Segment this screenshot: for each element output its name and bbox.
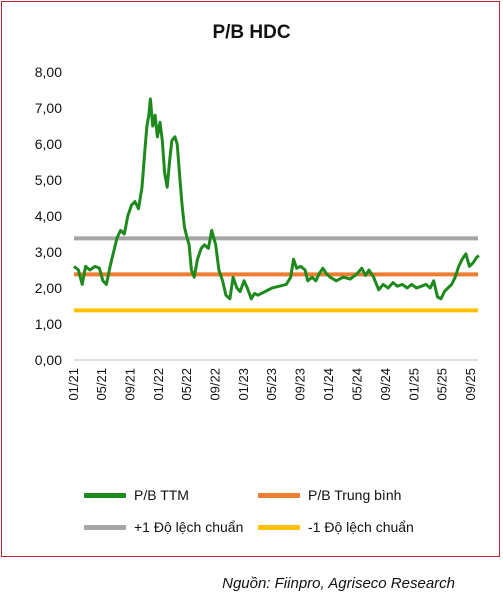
x-tick-label: 09/22 bbox=[208, 368, 223, 401]
y-tick-label: 0,00 bbox=[35, 352, 62, 368]
y-tick-label: 2,00 bbox=[35, 280, 62, 296]
y-tick-label: 6,00 bbox=[35, 136, 62, 152]
legend-label-pb-mean: P/B Trung bình bbox=[308, 487, 402, 503]
x-tick-label: 05/24 bbox=[349, 368, 364, 401]
x-tick-label: 01/23 bbox=[236, 368, 251, 401]
legend-label-minus-1sd: -1 Độ lệch chuẩn bbox=[308, 519, 414, 535]
x-tick-label: 05/25 bbox=[434, 368, 449, 401]
x-tick-label: 01/24 bbox=[321, 368, 336, 401]
legend-item-pb-mean: P/B Trung bình bbox=[258, 487, 401, 503]
x-tick-label: 05/23 bbox=[264, 368, 279, 401]
x-tick-label: 09/23 bbox=[293, 368, 308, 401]
legend-item-pb-ttm: P/B TTM bbox=[84, 487, 189, 503]
y-tick-label: 5,00 bbox=[35, 172, 62, 188]
x-tick-label: 01/22 bbox=[151, 368, 166, 401]
x-tick-label: 09/25 bbox=[463, 368, 478, 401]
x-tick-label: 09/24 bbox=[378, 368, 393, 401]
legend-swatch-pb-mean bbox=[258, 492, 300, 498]
y-tick-label: 7,00 bbox=[35, 100, 62, 116]
x-tick-label: 01/25 bbox=[406, 368, 421, 401]
legend-swatch-pb-ttm bbox=[84, 492, 126, 498]
pb-ttm-line bbox=[73, 97, 480, 301]
source-note: Nguồn: Fiinpro, Agriseco Research bbox=[222, 575, 455, 592]
x-tick-label: 09/21 bbox=[123, 368, 138, 401]
y-tick-label: 3,00 bbox=[35, 244, 62, 260]
chart-frame bbox=[1, 1, 500, 557]
x-tick-label: 01/21 bbox=[66, 368, 81, 401]
x-tick-label: 05/21 bbox=[94, 368, 109, 401]
y-tick-label: 4,00 bbox=[35, 208, 62, 224]
chart-plot: 0,00 1,00 2,00 3,00 4,00 5,00 6,00 7,00 8,00 01/2… bbox=[35, 64, 480, 401]
y-tick-label: 1,00 bbox=[35, 316, 62, 332]
legend-item-plus-1sd: +1 Độ lệch chuẩn bbox=[84, 519, 243, 535]
legend-item-minus-1sd: -1 Độ lệch chuẩn bbox=[258, 519, 414, 535]
legend-label-plus-1sd: +1 Độ lệch chuẩn bbox=[134, 519, 244, 535]
legend-swatch-minus-1sd bbox=[258, 524, 300, 530]
y-tick-label: 8,00 bbox=[35, 64, 62, 80]
legend-label-pb-ttm: P/B TTM bbox=[134, 487, 189, 503]
x-tick-label: 05/22 bbox=[179, 368, 194, 401]
legend-swatch-plus-1sd bbox=[84, 524, 126, 530]
chart-title: P/B HDC bbox=[212, 22, 291, 43]
